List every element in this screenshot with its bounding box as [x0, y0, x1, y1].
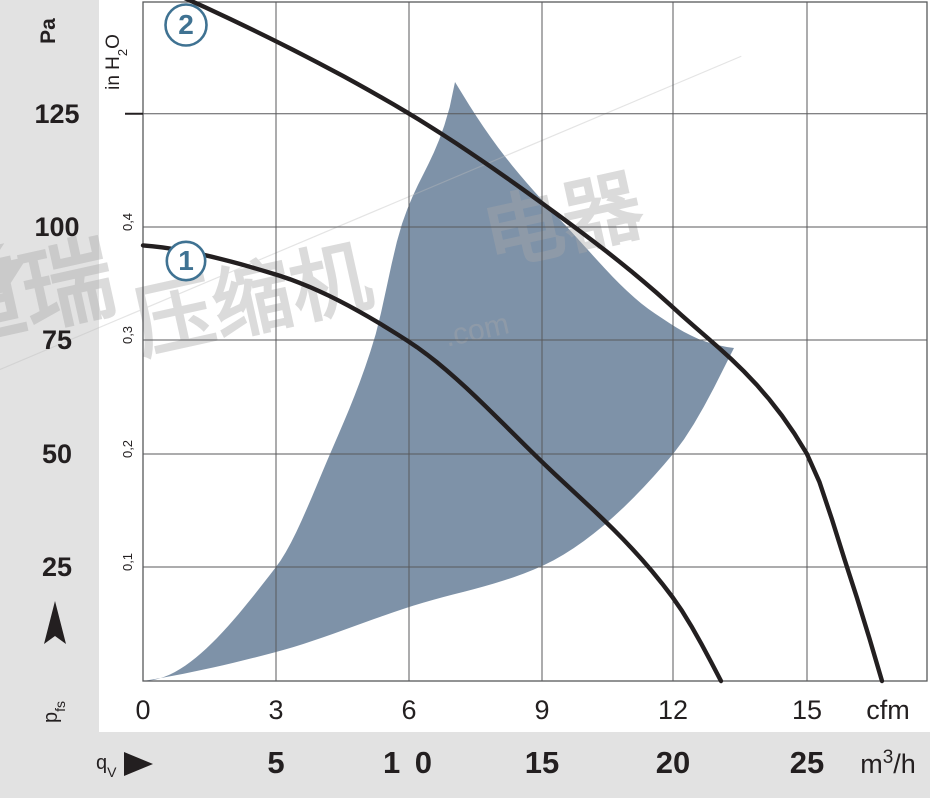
svg-text:9: 9 [534, 695, 549, 725]
svg-text:15: 15 [525, 745, 559, 780]
svg-text:1 0: 1 0 [383, 745, 435, 780]
svg-text:20: 20 [656, 745, 690, 780]
svg-text:2: 2 [178, 9, 194, 40]
svg-text:125: 125 [34, 99, 79, 129]
svg-text:3: 3 [268, 695, 283, 725]
svg-text:75: 75 [42, 325, 72, 355]
svg-text:0,3: 0,3 [120, 326, 135, 344]
svg-text:0,2: 0,2 [120, 440, 135, 458]
svg-text:6: 6 [401, 695, 416, 725]
svg-text:cfm: cfm [866, 695, 910, 725]
svg-text:5: 5 [267, 745, 284, 780]
svg-text:15: 15 [792, 695, 822, 725]
svg-text:1: 1 [178, 245, 194, 276]
svg-text:25: 25 [790, 745, 824, 780]
svg-text:0,4: 0,4 [120, 213, 135, 231]
svg-text:12: 12 [658, 695, 688, 725]
svg-text:0,1: 0,1 [120, 553, 135, 571]
svg-text:25: 25 [42, 552, 72, 582]
svg-text:Pa: Pa [37, 18, 60, 44]
svg-text:50: 50 [42, 439, 72, 469]
svg-text:0: 0 [135, 695, 150, 725]
svg-text:100: 100 [34, 212, 79, 242]
